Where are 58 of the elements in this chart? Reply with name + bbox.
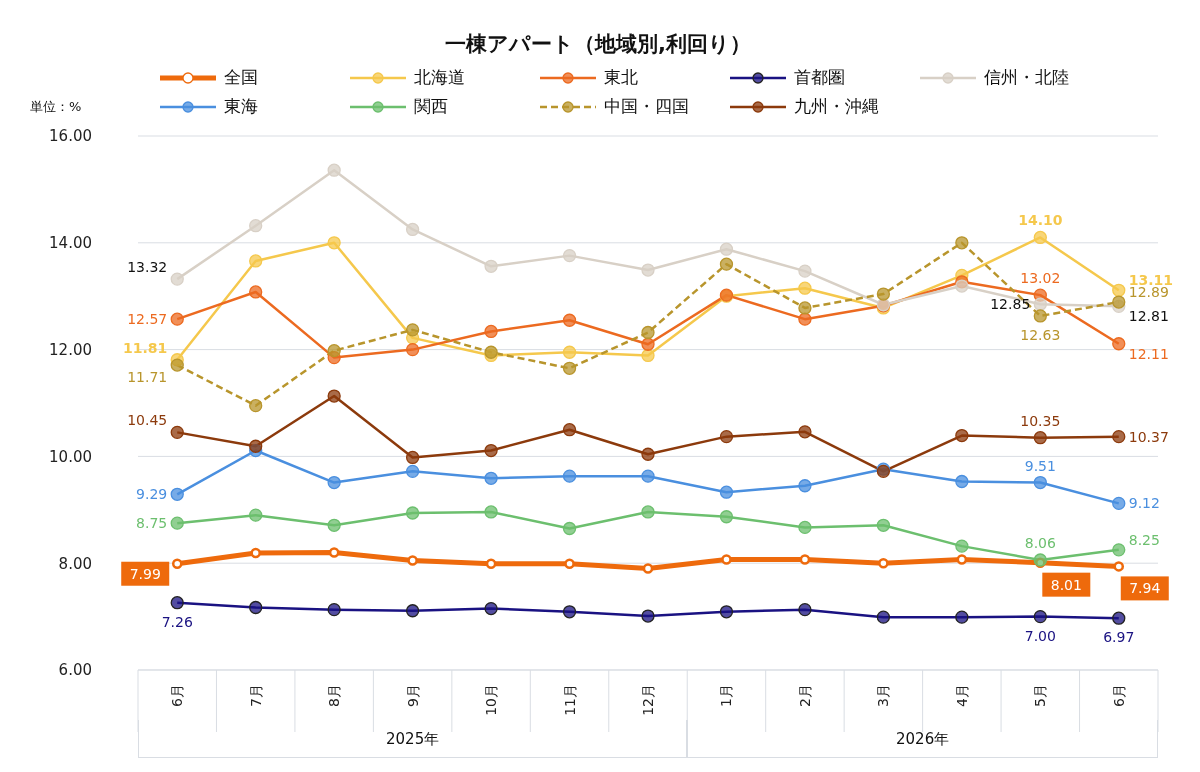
- y-axis-title: 単位：%: [30, 98, 82, 116]
- data-label: 7.94: [1129, 580, 1161, 597]
- y-tick-label: 14.00: [49, 234, 92, 253]
- x-tick-label: 2月: [796, 684, 813, 707]
- data-label: 9.51: [1024, 457, 1056, 474]
- text: 2026年: [687, 720, 1158, 758]
- x-tick-label: 6月: [169, 684, 186, 707]
- legend-label: 九州・沖縄: [794, 95, 879, 118]
- data-label: 8.75: [136, 515, 168, 532]
- data-label: 12.57: [127, 311, 168, 328]
- legend-label: 首都圏: [794, 66, 845, 89]
- data-label: 14.10: [1018, 212, 1063, 229]
- data-label: 11.71: [127, 369, 168, 386]
- data-label: 7.26: [161, 613, 193, 630]
- data-label: 8.01: [1050, 576, 1082, 593]
- x-tick-label: 7月: [247, 684, 264, 707]
- x-tick-label: 4月: [953, 684, 970, 707]
- data-label: 9.12: [1128, 495, 1160, 512]
- data-label: 13.32: [127, 259, 168, 276]
- x-tick-label: 1月: [718, 684, 735, 707]
- x-tick-label: 6月: [1110, 684, 1127, 707]
- data-label: 10.37: [1128, 428, 1169, 445]
- legend-label: 信州・北陸: [984, 66, 1069, 89]
- data-label: 10.35: [1020, 412, 1061, 429]
- legend-label: 北海道: [414, 66, 465, 89]
- legend-label: 関西: [414, 95, 448, 118]
- data-label: 12.63: [1020, 326, 1061, 343]
- x-tick-label: 5月: [1032, 684, 1049, 707]
- y-tick-label: 6.00: [58, 661, 92, 680]
- data-label: 8.25: [1128, 531, 1160, 548]
- x-tick-label: 8月: [326, 684, 343, 707]
- x-tick-label: 11月: [561, 684, 578, 716]
- data-label: 12.11: [1128, 345, 1169, 362]
- y-tick-label: 16.00: [49, 127, 92, 146]
- data-label: 7.99: [129, 565, 161, 582]
- data-label: 6.97: [1103, 629, 1135, 646]
- x-tick-label: 9月: [404, 684, 421, 707]
- legend-label: 東北: [604, 66, 638, 89]
- legend-label: 中国・四国: [604, 95, 689, 118]
- text: 2025年: [138, 720, 688, 758]
- chart-title: 一棟アパート（地域別,利回り）: [444, 31, 752, 58]
- legend-label: 全国: [224, 66, 258, 89]
- data-label: 7.00: [1024, 627, 1056, 644]
- data-label: 12.89: [1128, 284, 1169, 301]
- data-label: 12.81: [1128, 308, 1169, 325]
- data-label: 10.45: [127, 412, 168, 429]
- data-label: 8.06: [1024, 535, 1056, 551]
- legend-label: 東海: [224, 95, 258, 118]
- data-label: 12.85: [990, 296, 1031, 313]
- y-tick-label: 8.00: [58, 554, 92, 573]
- x-tick-label: 3月: [875, 684, 892, 707]
- data-label: 11.81: [122, 339, 168, 356]
- y-tick-label: 12.00: [49, 340, 92, 359]
- data-label: 13.02: [1020, 270, 1061, 287]
- x-tick-label: 12月: [640, 684, 656, 716]
- y-tick-label: 10.00: [49, 447, 92, 466]
- x-tick-label: 10月: [483, 684, 500, 716]
- data-label: 9.29: [136, 486, 168, 503]
